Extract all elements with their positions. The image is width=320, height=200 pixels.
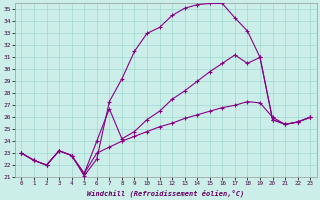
X-axis label: Windchill (Refroidissement éolien,°C): Windchill (Refroidissement éolien,°C) — [87, 189, 244, 197]
